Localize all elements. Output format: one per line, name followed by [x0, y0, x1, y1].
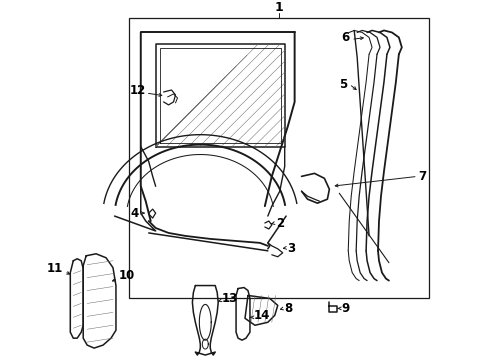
Text: 1: 1 — [274, 1, 283, 14]
Text: 6: 6 — [341, 31, 349, 44]
Text: 10: 10 — [119, 269, 135, 282]
Text: 9: 9 — [342, 302, 349, 315]
Text: 7: 7 — [419, 170, 427, 183]
Text: 4: 4 — [130, 207, 139, 220]
Text: 3: 3 — [288, 242, 296, 255]
Text: 5: 5 — [339, 77, 347, 91]
Text: 8: 8 — [285, 302, 293, 315]
Text: 2: 2 — [276, 216, 284, 230]
Text: 14: 14 — [254, 309, 270, 322]
Bar — [129, 18, 429, 298]
Text: 13: 13 — [222, 292, 239, 305]
Text: 12: 12 — [129, 84, 146, 96]
Text: 11: 11 — [47, 262, 63, 275]
